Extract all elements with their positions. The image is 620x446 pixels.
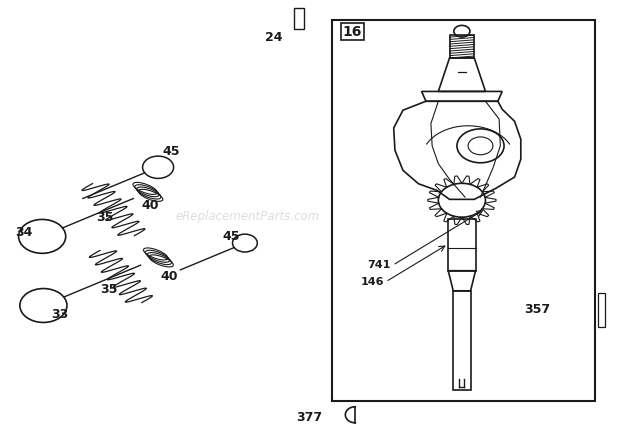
Bar xyxy=(294,8,304,29)
Bar xyxy=(598,293,605,327)
Text: 357: 357 xyxy=(525,303,551,317)
Text: 33: 33 xyxy=(51,308,68,321)
Text: eReplacementParts.com: eReplacementParts.com xyxy=(176,210,320,223)
Text: 35: 35 xyxy=(96,211,113,224)
Text: 45: 45 xyxy=(222,230,239,243)
Bar xyxy=(453,291,471,390)
Text: 24: 24 xyxy=(265,31,282,45)
Text: 377: 377 xyxy=(296,410,322,424)
Bar xyxy=(448,219,476,271)
Text: 40: 40 xyxy=(160,270,177,283)
Text: 16: 16 xyxy=(343,25,362,38)
Text: 146: 146 xyxy=(361,277,384,287)
Text: 40: 40 xyxy=(141,198,159,212)
Text: 45: 45 xyxy=(162,145,180,158)
Text: 741: 741 xyxy=(368,260,391,270)
Text: 35: 35 xyxy=(100,283,118,297)
Bar xyxy=(332,20,595,401)
Bar xyxy=(450,35,474,58)
Text: 34: 34 xyxy=(16,226,33,240)
